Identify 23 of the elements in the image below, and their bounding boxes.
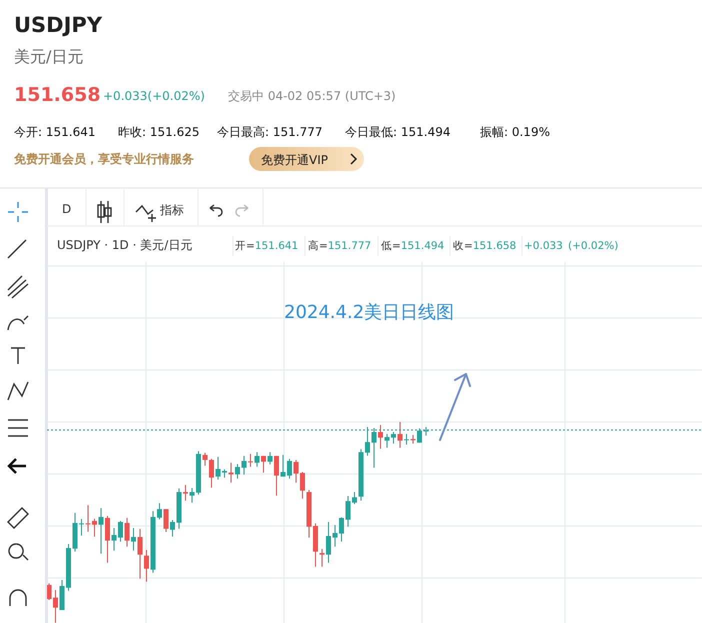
text: 振幅: 0.19% xyxy=(480,125,550,139)
text: 151.658 xyxy=(472,240,516,252)
text: 今开: 151.641 xyxy=(14,125,96,139)
chart-title: 2024.4.2美日日线图 xyxy=(284,302,454,323)
text: USDJPY xyxy=(14,13,103,37)
text: +0.033(+0.02%) xyxy=(103,89,205,103)
text: 昨收: 151.625 xyxy=(118,125,200,139)
text: 151.658 xyxy=(14,84,101,106)
text: 指标 xyxy=(159,203,184,217)
text: 收= xyxy=(453,240,473,252)
text: 低=151.494 xyxy=(381,240,445,252)
text: 高=151.777 xyxy=(308,239,372,252)
text: 免费开通会员，享受专业行情服务 xyxy=(13,152,194,166)
text: USDJPY · 1D · 美元/日元 xyxy=(57,238,192,252)
text: 开=151.641 xyxy=(235,240,298,252)
text: 交易中 04-02 05:57 (UTC+3) xyxy=(228,89,396,103)
text: 今日最低: 151.494 xyxy=(345,125,450,139)
text: +0.033 xyxy=(524,240,563,252)
text: 今日最高: 151.777 xyxy=(217,125,322,139)
text: D xyxy=(62,202,72,216)
text: 美元/日元 xyxy=(14,47,84,66)
text: (+0.02%) xyxy=(568,240,618,252)
text: 免费开通VIP xyxy=(261,153,328,167)
